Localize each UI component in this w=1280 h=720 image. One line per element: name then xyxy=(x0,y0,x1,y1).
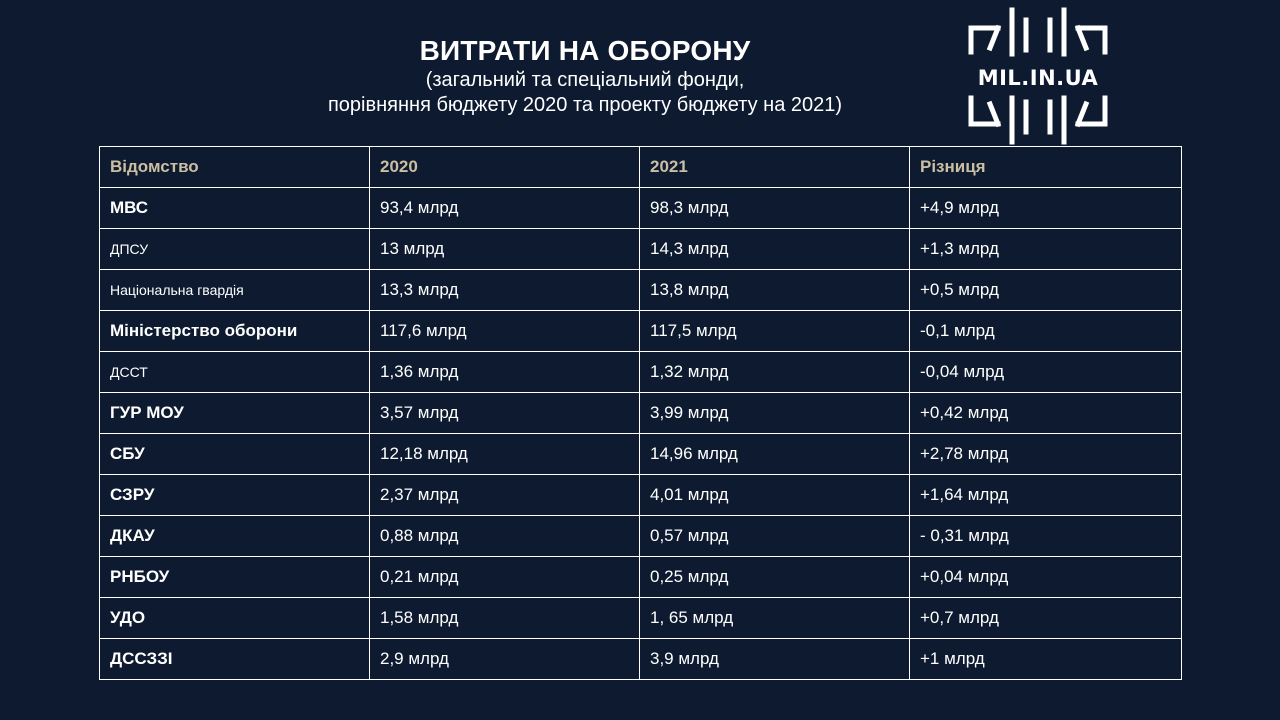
difference-cell: +0,7 млрд xyxy=(909,597,1182,639)
difference-cell: -0,1 млрд xyxy=(909,310,1182,352)
value-2020-cell: 13 млрд xyxy=(369,228,640,270)
difference-cell: -0,04 млрд xyxy=(909,351,1182,393)
table-row: СБУ 12,18 млрд 14,96 млрд +2,78 млрд xyxy=(99,433,1182,475)
difference-cell: +0,04 млрд xyxy=(909,556,1182,598)
value-2021-cell: 0,57 млрд xyxy=(639,515,910,557)
value-2020-cell: 3,57 млрд xyxy=(369,392,640,434)
difference-cell: - 0,31 млрд xyxy=(909,515,1182,557)
value-2020-cell: 93,4 млрд xyxy=(369,187,640,229)
subtitle-line-1: (загальний та спеціальний фонди, xyxy=(425,69,745,91)
value-2021-cell: 14,3 млрд xyxy=(639,228,910,270)
value-2020-cell: 2,9 млрд xyxy=(369,638,640,680)
mil-in-ua-logo: MIL.IN.UA xyxy=(966,6,1110,146)
subtitle-line-2: порівняння бюджету 2020 та проекту бюдже… xyxy=(327,94,843,116)
table-row: ДССЗЗІ 2,9 млрд 3,9 млрд +1 млрд xyxy=(99,638,1182,680)
department-cell: СБУ xyxy=(99,433,370,475)
table-row: РНБОУ 0,21 млрд 0,25 млрд +0,04 млрд xyxy=(99,556,1182,598)
value-2021-cell: 0,25 млрд xyxy=(639,556,910,598)
difference-cell: +1,3 млрд xyxy=(909,228,1182,270)
value-2020-cell: 13,3 млрд xyxy=(369,269,640,311)
department-cell: МВС xyxy=(99,187,370,229)
page-title: ВИТРАТИ НА ОБОРОНУ xyxy=(419,35,751,66)
value-2020-cell: 117,6 млрд xyxy=(369,310,640,352)
value-2020-cell: 1,58 млрд xyxy=(369,597,640,639)
table-row: ДКАУ 0,88 млрд 0,57 млрд - 0,31 млрд xyxy=(99,515,1182,557)
value-2020-cell: 0,88 млрд xyxy=(369,515,640,557)
title-block: ВИТРАТИ НА ОБОРОНУ (загальний та спеціал… xyxy=(260,34,910,118)
department-cell: ДССТ xyxy=(99,351,370,393)
table-body: МВС 93,4 млрд 98,3 млрд +4,9 млрд ДПСУ 13 млр… xyxy=(99,187,1182,680)
value-2020-cell: 12,18 млрд xyxy=(369,433,640,475)
department-cell: Міністерство оборони xyxy=(99,310,370,352)
value-2021-cell: 1,32 млрд xyxy=(639,351,910,393)
value-2021-cell: 3,9 млрд xyxy=(639,638,910,680)
table-row: ДССТ 1,36 млрд 1,32 млрд -0,04 млрд xyxy=(99,351,1182,393)
department-cell: РНБОУ xyxy=(99,556,370,598)
value-2020-cell: 0,21 млрд xyxy=(369,556,640,598)
difference-cell: +0,5 млрд xyxy=(909,269,1182,311)
difference-cell: +0,42 млрд xyxy=(909,392,1182,434)
logo-text: MIL.IN.UA xyxy=(977,66,1099,90)
department-cell: СЗРУ xyxy=(99,474,370,516)
table-row: Міністерство оборони 117,6 млрд 117,5 млрд… xyxy=(99,310,1182,352)
value-2020-cell: 2,37 млрд xyxy=(369,474,640,516)
difference-cell: +4,9 млрд xyxy=(909,187,1182,229)
value-2021-cell: 13,8 млрд xyxy=(639,269,910,311)
difference-cell: +2,78 млрд xyxy=(909,433,1182,475)
table-row: Національна гвардія 13,3 млрд 13,8 млрд +0,… xyxy=(99,269,1182,311)
table-row: СЗРУ 2,37 млрд 4,01 млрд +1,64 млрд xyxy=(99,474,1182,516)
header-2020: 2020 xyxy=(369,146,640,188)
header-department: Відомство xyxy=(99,146,370,188)
budget-table: Відомство 2020 2021 Різниця МВС 93,4 млрд… xyxy=(99,146,1182,680)
mil-in-ua-logo-icon xyxy=(968,7,1108,145)
department-cell: ДПСУ xyxy=(99,228,370,270)
value-2021-cell: 98,3 млрд xyxy=(639,187,910,229)
table-row: ГУР МОУ 3,57 млрд 3,99 млрд +0,42 млрд xyxy=(99,392,1182,434)
table-row: УДО 1,58 млрд 1, 65 млрд +0,7 млрд xyxy=(99,597,1182,639)
difference-cell: +1,64 млрд xyxy=(909,474,1182,516)
table-row: МВС 93,4 млрд 98,3 млрд +4,9 млрд xyxy=(99,187,1182,229)
department-cell: УДО xyxy=(99,597,370,639)
value-2021-cell: 14,96 млрд xyxy=(639,433,910,475)
table-header-row: Відомство 2020 2021 Різниця xyxy=(99,146,1182,188)
department-cell: ГУР МОУ xyxy=(99,392,370,434)
department-cell: Національна гвардія xyxy=(99,269,370,311)
value-2021-cell: 117,5 млрд xyxy=(639,310,910,352)
difference-cell: +1 млрд xyxy=(909,638,1182,680)
department-cell: ДКАУ xyxy=(99,515,370,557)
header-2021: 2021 xyxy=(639,146,910,188)
value-2021-cell: 3,99 млрд xyxy=(639,392,910,434)
value-2021-cell: 4,01 млрд xyxy=(639,474,910,516)
header-difference: Різниця xyxy=(909,146,1182,188)
table-row: ДПСУ 13 млрд 14,3 млрд +1,3 млрд xyxy=(99,228,1182,270)
department-cell: ДССЗЗІ xyxy=(99,638,370,680)
value-2020-cell: 1,36 млрд xyxy=(369,351,640,393)
value-2021-cell: 1, 65 млрд xyxy=(639,597,910,639)
